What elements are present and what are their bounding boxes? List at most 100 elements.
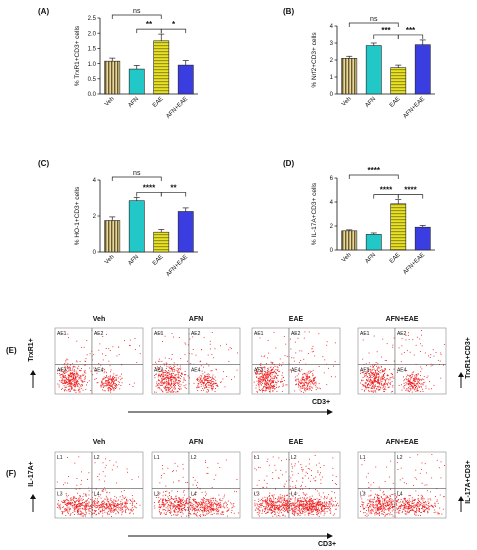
flow-event-dot [373, 335, 375, 337]
flow-event-dot [128, 512, 130, 514]
flow-event-dot [378, 381, 379, 383]
flow-event-dot [299, 513, 301, 514]
flow-event-dot [407, 335, 409, 336]
flow-event-dot [282, 514, 284, 516]
flow-event-dot [279, 371, 281, 373]
flow-event-dot [267, 512, 268, 513]
flow-event-dot [74, 509, 76, 511]
flow-event-dot [76, 498, 77, 499]
flow-event-dot [77, 390, 79, 391]
flow-event-dot [260, 504, 261, 506]
flow-event-dot [88, 510, 90, 512]
flow-event-dot [79, 376, 81, 377]
x-tick-label: AFN+EAE [165, 96, 189, 120]
flow-event-dot [308, 505, 310, 507]
flow-event-dot [180, 515, 182, 517]
flow-event-dot [282, 383, 284, 385]
flow-event-dot [83, 375, 85, 376]
flow-event-dot [313, 514, 315, 515]
flow-event-dot [272, 515, 274, 517]
flow-event-dot [385, 379, 386, 381]
flow-event-dot [265, 513, 267, 514]
flow-event-dot [109, 384, 111, 386]
flow-event-dot [207, 510, 209, 512]
flow-event-dot [132, 386, 134, 387]
flow-event-dot [282, 496, 284, 498]
flow-event-dot [125, 504, 127, 506]
flow-event-dot [312, 373, 314, 375]
flow-event-dot [304, 509, 306, 511]
flow-event-dot [254, 372, 256, 373]
flow-event-dot [410, 389, 412, 391]
flow-event-dot [301, 350, 303, 352]
flow-event-dot [82, 499, 84, 500]
flow-event-dot [120, 385, 122, 386]
flow-event-dot [408, 384, 410, 386]
flow-event-dot [319, 474, 321, 476]
flow-event-dot [61, 513, 63, 515]
flow-event-dot [208, 390, 209, 392]
flow-event-dot [337, 502, 339, 504]
flow-event-dot [190, 505, 191, 507]
flow-event-dot [102, 378, 104, 379]
flow-event-dot [322, 504, 323, 506]
flow-event-dot [387, 503, 389, 505]
flow-event-dot [165, 377, 167, 379]
flow-event-dot [298, 503, 300, 505]
flow-event-dot [261, 505, 263, 506]
flow-event-dot [75, 391, 77, 393]
flow-event-dot [228, 509, 229, 511]
flow-event-dot [108, 503, 110, 504]
flow-event-dot [173, 391, 175, 393]
flow-event-dot [408, 378, 410, 380]
flow-event-dot [259, 506, 260, 508]
flow-event-dot [73, 378, 75, 380]
flow-event-dot [160, 382, 162, 384]
flow-event-dot [162, 375, 164, 377]
flow-event-dot [79, 507, 81, 509]
flow-event-dot [369, 375, 371, 376]
flow-event-dot [77, 512, 79, 513]
flow-event-dot [171, 375, 173, 377]
flow-y-arrowhead [30, 370, 36, 375]
flow-event-dot [301, 369, 303, 371]
flow-event-dot [159, 387, 160, 389]
flow-event-dot [285, 384, 287, 386]
flow-event-dot [78, 498, 80, 500]
flow-event-dot [64, 382, 66, 383]
flow-event-dot [105, 458, 106, 460]
flow-event-dot [370, 503, 371, 505]
flow-event-dot [183, 494, 185, 496]
flow-event-dot [372, 373, 374, 375]
flow-event-dot [292, 510, 294, 512]
flow-event-dot [168, 509, 170, 511]
flow-event-dot [197, 481, 199, 483]
flow-event-dot [175, 507, 177, 508]
flow-event-dot [178, 498, 180, 499]
flow-event-dot [259, 378, 261, 379]
flow-event-dot [208, 502, 209, 504]
flow-event-dot [210, 509, 211, 510]
flow-event-dot [427, 375, 429, 377]
flow-event-dot [263, 366, 265, 368]
flow-event-dot [311, 380, 313, 382]
flow-event-dot [57, 507, 58, 508]
flow-event-dot [164, 387, 166, 389]
flow-event-dot [174, 374, 176, 376]
flow-event-dot [286, 504, 288, 506]
flow-event-dot [284, 486, 285, 488]
flow-event-dot [208, 377, 210, 379]
flow-event-dot [211, 505, 213, 506]
flow-event-dot [273, 331, 275, 333]
flow-event-dot [210, 510, 212, 512]
flow-event-dot [206, 499, 208, 500]
flow-event-dot [314, 382, 316, 383]
flow-event-dot [369, 502, 371, 504]
flow-dots [360, 454, 445, 517]
flow-event-dot [407, 375, 409, 377]
flow-dots [360, 330, 445, 393]
flow-event-dot [193, 505, 195, 507]
flow-event-dot [227, 500, 229, 502]
flow-event-dot [270, 509, 272, 511]
flow-event-dot [207, 377, 209, 379]
